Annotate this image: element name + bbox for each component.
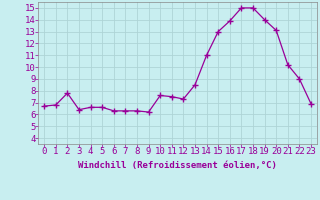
X-axis label: Windchill (Refroidissement éolien,°C): Windchill (Refroidissement éolien,°C) <box>78 161 277 170</box>
